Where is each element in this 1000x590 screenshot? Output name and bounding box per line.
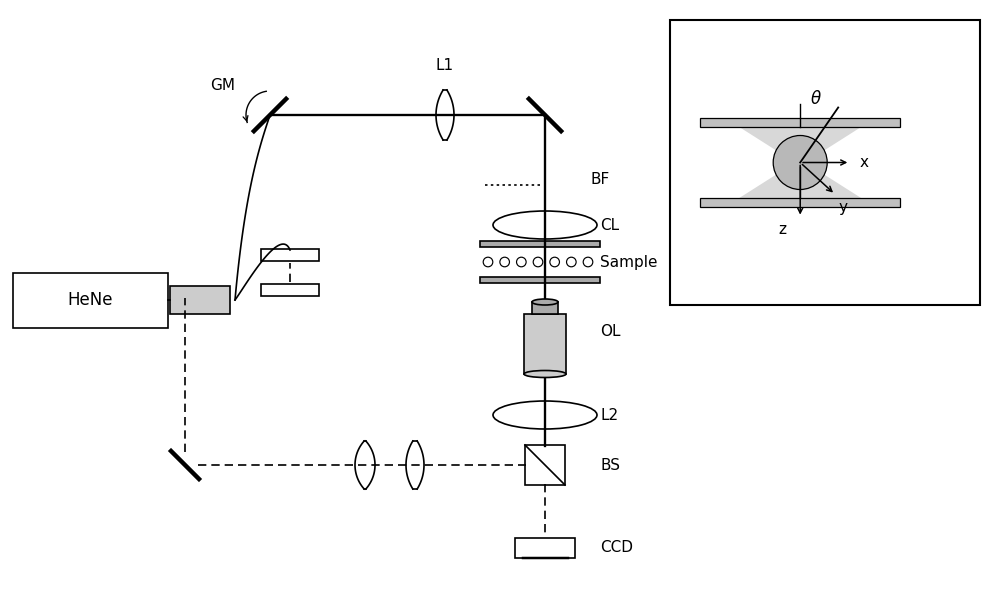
Bar [525,445,565,485]
Text: L1: L1 [436,58,454,73]
Text: x: x [859,155,868,170]
Bar [670,20,980,305]
Text: GM: GM [210,78,235,93]
Bar [13,273,168,327]
Bar [170,286,230,314]
Text: CCD: CCD [600,540,633,556]
Circle shape [773,136,827,189]
Bar [515,538,575,558]
Text: $\theta$: $\theta$ [810,90,822,109]
Bar [261,284,319,296]
Ellipse shape [524,371,566,378]
Bar [700,198,900,207]
Bar [261,249,319,261]
Polygon shape [732,123,868,202]
Text: y: y [838,201,847,215]
Text: HeNe: HeNe [67,291,113,309]
Text: L2: L2 [600,408,618,422]
Text: OL: OL [600,324,620,339]
Text: Sample: Sample [600,254,658,270]
Text: CL: CL [600,218,619,232]
Text: BS: BS [600,457,620,473]
Bar [480,241,600,247]
Bar [700,118,900,127]
Text: BF: BF [590,172,609,186]
Bar [532,302,558,314]
Bar [480,277,600,283]
Bar [524,314,566,374]
Ellipse shape [532,299,558,305]
Text: z: z [778,222,786,238]
